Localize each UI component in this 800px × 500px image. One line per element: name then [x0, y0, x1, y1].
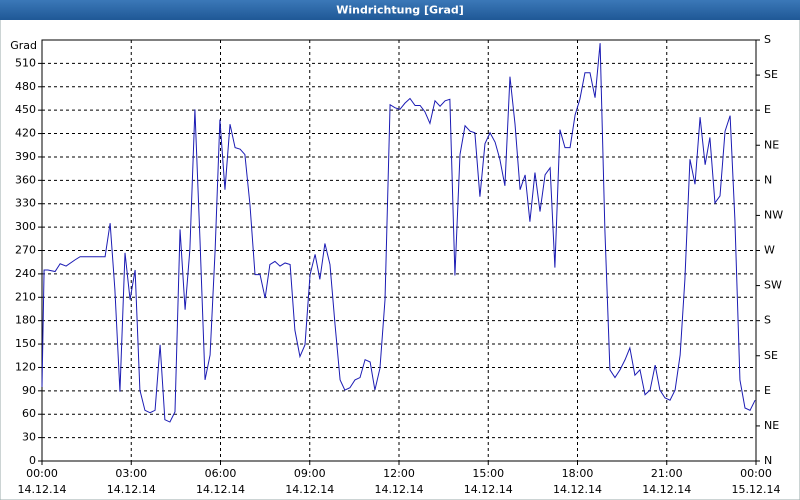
- x-tick-label: 03:00: [115, 467, 147, 480]
- x-tick-date: 14.12.14: [375, 483, 424, 496]
- x-tick-date: 15.12.14: [732, 483, 781, 496]
- y2-tick-label: E: [764, 384, 771, 397]
- y-tick-label: 30: [22, 431, 36, 444]
- y-tick-label: 90: [22, 384, 36, 397]
- y2-tick-label: SE: [764, 349, 778, 362]
- x-tick-date: 14.12.14: [285, 483, 334, 496]
- y2-tick-label: S: [764, 314, 771, 327]
- y-tick-label: 180: [15, 314, 36, 327]
- plot-frame: [41, 39, 757, 462]
- y2-tick-label: SE: [764, 68, 778, 81]
- y-tick-label: 420: [15, 127, 36, 140]
- y-tick-label: 210: [15, 290, 36, 303]
- y2-tick-label: E: [764, 103, 771, 116]
- y-tick-label: 390: [15, 150, 36, 163]
- x-tick-label: 00:00: [26, 467, 58, 480]
- y2-tick-label: N: [764, 454, 772, 467]
- y2-tick-label: S: [764, 33, 771, 46]
- y-tick-label: 150: [15, 337, 36, 350]
- x-tick-date: 14.12.14: [553, 483, 602, 496]
- y-tick-label: 60: [22, 407, 36, 420]
- y2-tick-label: NE: [764, 419, 779, 432]
- y-tick-label: 510: [15, 56, 36, 69]
- y-tick-label: 120: [15, 360, 36, 373]
- y2-tick-label: NE: [764, 138, 779, 151]
- y2-tick-label: SW: [764, 279, 782, 292]
- x-tick-date: 14.12.14: [464, 483, 513, 496]
- y2-tick-label: NW: [764, 208, 783, 221]
- x-tick-label: 12:00: [383, 467, 415, 480]
- x-tick-label: 00:00: [740, 467, 772, 480]
- y-tick-label: 270: [15, 244, 36, 257]
- y-tick-label: 300: [15, 220, 36, 233]
- y-axis-label: Grad: [10, 39, 37, 52]
- x-tick-label: 21:00: [651, 467, 683, 480]
- y-tick-label: 450: [15, 103, 36, 116]
- chart-title: Windrichtung [Grad]: [336, 4, 464, 17]
- y-tick-label: 240: [15, 267, 36, 280]
- x-tick-date: 14.12.14: [196, 483, 245, 496]
- y2-tick-label: N: [764, 173, 772, 186]
- y-tick-label: 480: [15, 80, 36, 93]
- x-tick-date: 14.12.14: [18, 483, 67, 496]
- title-bar: [0, 0, 800, 20]
- x-tick-label: 09:00: [294, 467, 326, 480]
- data-line: [41, 43, 756, 423]
- y-tick-label: 360: [15, 173, 36, 186]
- x-tick-label: 18:00: [562, 467, 594, 480]
- x-tick-label: 06:00: [205, 467, 237, 480]
- y-tick-label: 0: [29, 454, 36, 467]
- x-tick-date: 14.12.14: [107, 483, 156, 496]
- x-tick-date: 14.12.14: [642, 483, 691, 496]
- x-tick-label: 15:00: [472, 467, 504, 480]
- y-tick-label: 330: [15, 197, 36, 210]
- y2-tick-label: W: [764, 244, 775, 257]
